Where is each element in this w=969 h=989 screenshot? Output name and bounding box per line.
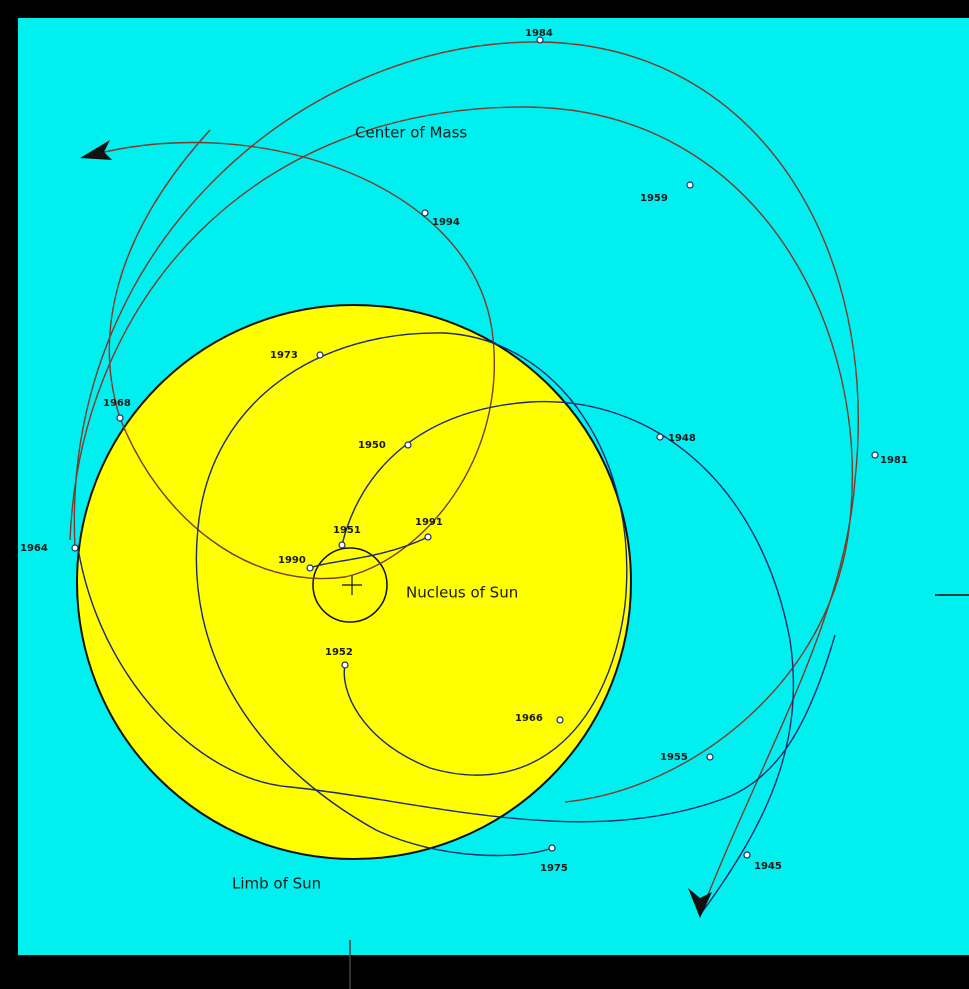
year-marker (744, 852, 750, 858)
year-label: 1959 (640, 193, 668, 204)
year-marker (342, 662, 348, 668)
year-marker (549, 845, 555, 851)
year-label: 1966 (515, 713, 543, 724)
year-label: 1945 (754, 861, 782, 872)
year-label: 1990 (278, 555, 306, 566)
year-label: 1952 (325, 647, 353, 658)
year-marker (339, 542, 345, 548)
year-label: 1948 (668, 433, 696, 444)
year-label: 1950 (358, 440, 386, 451)
year-marker (405, 442, 411, 448)
year-marker (557, 717, 563, 723)
year-label: 1994 (432, 217, 460, 228)
year-label: 1981 (880, 455, 908, 466)
year-marker (307, 565, 313, 571)
year-marker (707, 754, 713, 760)
year-label: 1991 (415, 517, 443, 528)
year-label: 1984 (525, 28, 553, 39)
diagram: Center of Mass Nucleus of Sun Limb of Su… (0, 0, 969, 989)
year-marker (72, 545, 78, 551)
year-marker (687, 182, 693, 188)
label: Nucleus of Sun (406, 584, 518, 602)
year-label: 1968 (103, 398, 131, 409)
label: Center of Mass (355, 124, 467, 142)
year-marker (317, 352, 323, 358)
year-label: 1955 (660, 752, 688, 763)
year-label: 1973 (270, 350, 298, 361)
year-marker (425, 534, 431, 540)
label: Limb of Sun (232, 875, 321, 893)
year-marker (422, 210, 428, 216)
year-marker (657, 434, 663, 440)
year-label: 1951 (333, 525, 361, 536)
year-label: 1975 (540, 863, 568, 874)
year-marker (872, 452, 878, 458)
year-marker (117, 415, 123, 421)
year-label: 1964 (20, 543, 48, 554)
